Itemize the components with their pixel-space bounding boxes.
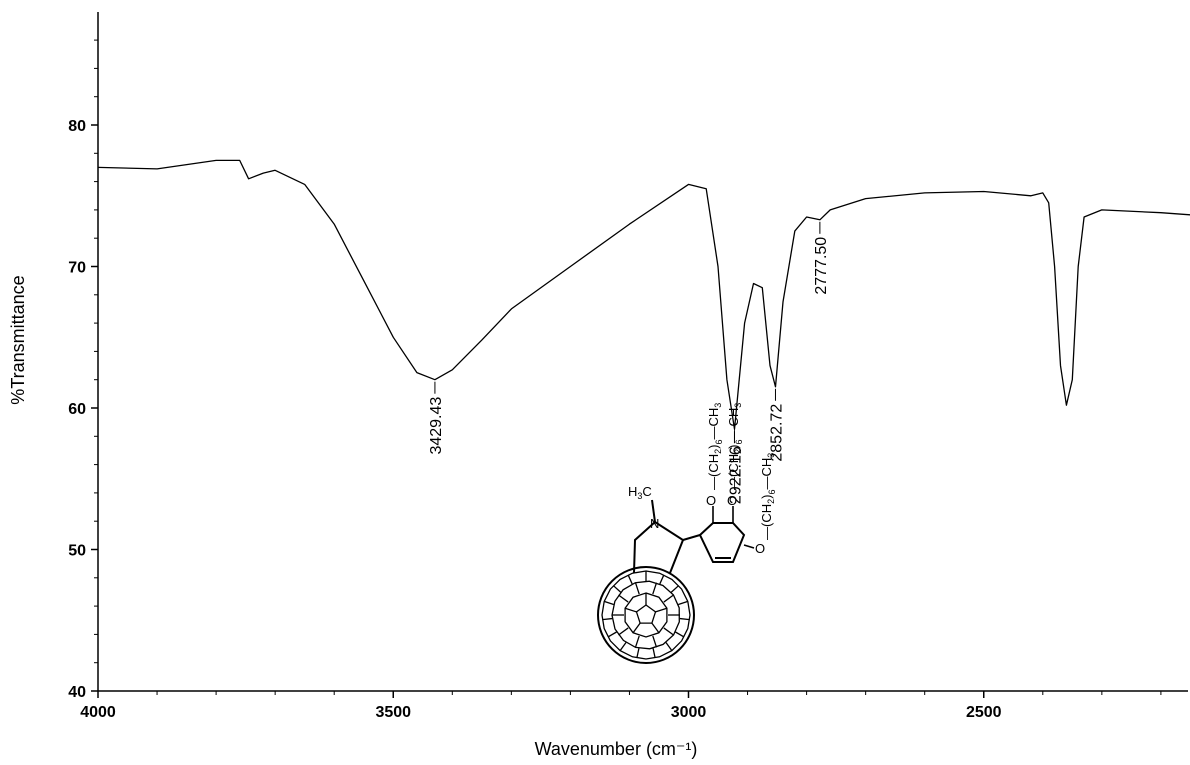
fullerene-outline xyxy=(597,566,695,664)
fullerene-spoke xyxy=(627,574,633,585)
fullerene-derivative-structure: H3C N O O O —(CH2)6—CH3 —(CH2)6—CH3 —(CH… xyxy=(597,403,777,664)
y-tick-label: 80 xyxy=(68,118,86,135)
peak-label: 2922.16 xyxy=(727,446,744,504)
y-tick-label: 40 xyxy=(68,684,86,701)
fullerene-spoke xyxy=(618,627,629,636)
fullerene-spoke xyxy=(665,642,673,651)
oxygen-label-2: O xyxy=(727,493,737,508)
fullerene-spoke xyxy=(624,607,637,613)
x-axis-title: Wavenumber (cm⁻¹) xyxy=(535,739,698,759)
peak-label: 2852.72 xyxy=(768,404,785,462)
fullerene-spoke xyxy=(634,635,640,648)
spectrum-line-0 xyxy=(97,159,1190,430)
fullerene-spoke xyxy=(663,627,674,636)
fullerene-spoke xyxy=(670,585,680,593)
fullerene-ring-outer xyxy=(601,570,691,660)
fullerene-spoke xyxy=(655,607,668,613)
n-methyl-bond xyxy=(651,499,656,523)
y-axis-title: %Transmittance xyxy=(8,275,28,404)
benzene-ring xyxy=(698,522,746,563)
x-tick-label: 2500 xyxy=(966,704,1002,721)
fullerene-spoke xyxy=(612,585,622,593)
fullerene-spoke xyxy=(678,600,689,606)
fullerene-ring-inner xyxy=(624,592,668,638)
fullerene-spoke xyxy=(619,642,627,651)
x-tick-label: 3500 xyxy=(375,704,411,721)
y-tick-label: 70 xyxy=(68,260,86,277)
fullerene-spoke xyxy=(651,622,660,634)
fullerene-spoke xyxy=(679,617,690,621)
methyl-label: H3C xyxy=(628,484,652,501)
peak-label: 2777.50 xyxy=(813,237,830,295)
fullerene-spoke xyxy=(663,594,674,603)
peak-labels: 3429.432922.162852.722777.501741.721593.… xyxy=(428,221,830,504)
axes: 4000350030002500200015001000500405060708… xyxy=(68,12,1188,721)
nitrogen-label: N xyxy=(650,516,659,531)
fullerene-spoke xyxy=(603,600,614,606)
hexyl-chain-2: —(CH2)6—CH3 xyxy=(726,403,744,490)
y-tick-label: 60 xyxy=(68,401,86,418)
x-tick-label: 3000 xyxy=(671,704,707,721)
o3-bond xyxy=(743,544,755,549)
hexyl-chain-1: —(CH2)6—CH3 xyxy=(706,403,724,490)
peak-label: 3429.43 xyxy=(428,397,445,455)
fullerene-spoke xyxy=(659,574,665,585)
oxygen-label-1: O xyxy=(706,493,716,508)
fullerene-spoke xyxy=(652,635,658,648)
y-tick-label: 50 xyxy=(68,543,86,560)
spectrum-group xyxy=(97,159,1190,430)
fullerene-cage-drawing xyxy=(597,566,695,664)
aryl-bond xyxy=(682,534,701,541)
fullerene-center-pentagon xyxy=(635,604,657,624)
x-tick-label: 4000 xyxy=(80,704,116,721)
fullerene-spoke xyxy=(652,648,656,659)
fullerene-spoke xyxy=(607,631,617,638)
fullerene-spoke xyxy=(618,594,629,603)
fullerene-spoke xyxy=(636,648,640,659)
oxygen-label-3: O xyxy=(755,541,765,556)
hexyl-chain-3: —(CH2)6—CH3 xyxy=(759,453,777,540)
fullerene-spoke xyxy=(602,617,613,621)
fullerene-spoke xyxy=(632,622,641,634)
fullerene-spoke xyxy=(675,631,685,638)
fullerene-spoke xyxy=(634,582,640,595)
fullerene-spoke xyxy=(652,582,658,595)
